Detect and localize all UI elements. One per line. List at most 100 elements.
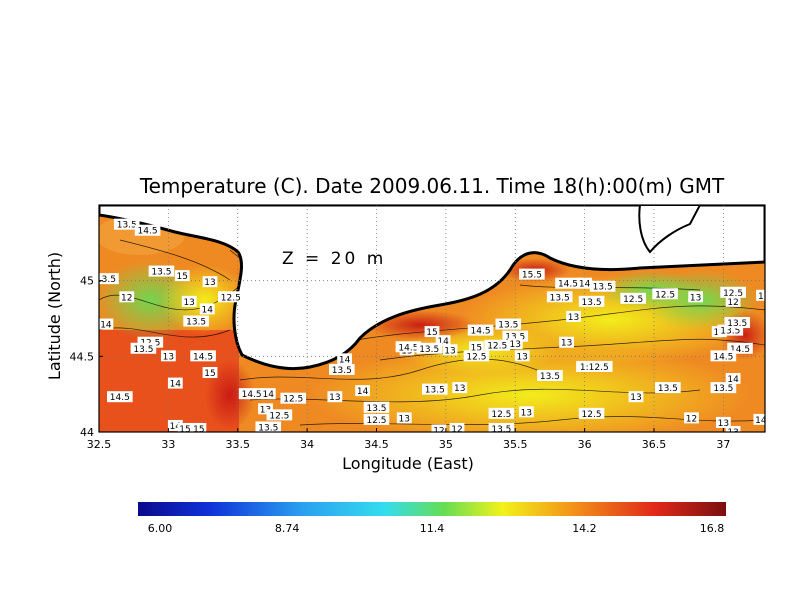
contour-label: 13.5 — [488, 422, 515, 432]
contour-label-bg — [720, 286, 746, 298]
contour-label: 13.5 — [255, 421, 282, 433]
contour-label: 15 — [469, 341, 484, 353]
contour-label: 15.5 — [519, 268, 545, 281]
contour-label-text: 13.5 — [425, 386, 445, 396]
contour-label-text: 15.5 — [522, 271, 542, 281]
contour-label: 13 — [688, 291, 704, 303]
contour-label-bg — [113, 218, 140, 230]
contour-label-bg — [99, 318, 114, 330]
contour-label: 13.5 — [421, 383, 448, 396]
x-tick-label: 34 — [300, 438, 314, 451]
contour-label: 12 — [449, 422, 465, 432]
contour-label-text: 15 — [204, 369, 215, 379]
contour-label: 12 — [431, 424, 447, 432]
contour-label-text: 13.5 — [582, 298, 602, 308]
contour-label: 12.5 — [578, 407, 605, 420]
contour-label-text: 12.5 — [582, 410, 602, 420]
contour-label: 13.5 — [546, 291, 573, 303]
x-tick-label: 36.5 — [642, 438, 667, 451]
contour-label-bg — [167, 377, 183, 389]
contour-label-text: 13 — [163, 352, 174, 362]
y-axis-ticks: 44 44.5 45 — [70, 275, 103, 439]
contour-label-text: 12.5 — [269, 411, 289, 421]
contour-label-text: 14 — [727, 375, 739, 385]
y-axis-label: Latitude (North) — [45, 252, 64, 380]
contour-label-bg — [710, 382, 737, 394]
contour-label-text: 15 — [193, 425, 204, 435]
contour-label-bg — [578, 295, 605, 307]
contour-label-bg — [421, 383, 448, 395]
contour-label-text: 13 — [516, 352, 527, 362]
contour-label-bg — [620, 292, 646, 304]
contour-label: 13.5 — [537, 370, 563, 382]
contour-label-bg — [266, 409, 293, 421]
contour-label-bg — [576, 360, 613, 372]
contour-label-bg — [467, 324, 494, 336]
contour-label-text: 1 — [758, 292, 764, 302]
contour-label: 13.5 — [99, 273, 119, 285]
contour-label-bg — [555, 277, 581, 289]
contour-label-bg — [363, 401, 390, 413]
contour-label-bg — [148, 265, 175, 277]
contour-labels: 13.514.513.5121412.513.51313.51513131412… — [99, 218, 767, 435]
contour-label-bg — [725, 373, 741, 385]
contour-label-text: 13.5 — [727, 319, 747, 329]
colorbar-ticks: 6.00 8.74 11.4 14.2 16.8 — [148, 522, 725, 535]
contour-label-text: 14 — [579, 280, 591, 290]
contour-label-bg — [363, 413, 390, 425]
contour-label-text: 14 — [437, 337, 449, 347]
contour-label-text: 12.5 — [221, 293, 241, 303]
contour-label-text: 14.5 — [730, 345, 750, 355]
contour-label-bg — [134, 224, 161, 236]
contour-label: 13 — [725, 426, 741, 432]
contour-label-bg — [395, 341, 422, 353]
contour-label-text: 13.5 — [720, 327, 740, 337]
contour-label: 15 — [177, 422, 193, 432]
contour-label: 13 — [202, 276, 218, 288]
colorbar-tick-label: 16.8 — [700, 522, 725, 535]
contour-label-bg — [396, 412, 412, 424]
contour-label: 12.5 — [720, 286, 746, 299]
contour-label-text: 12.5 — [491, 410, 511, 420]
contour-label-bg — [463, 350, 490, 362]
contour-label: 14 — [167, 419, 183, 432]
contour-label-bg — [684, 412, 699, 424]
contour-label: 12 — [119, 291, 135, 303]
contour-label-bg — [537, 370, 563, 382]
contour-label: 13 — [628, 391, 644, 403]
contour-label-text: 13.5 — [133, 345, 153, 355]
contour-label-text: 13.5 — [550, 293, 570, 303]
contour-label-text: 14.5 — [138, 227, 158, 237]
x-tick-label: 37 — [716, 438, 730, 451]
contour-label: 14.5 — [134, 224, 161, 237]
contour-label-bg — [495, 318, 522, 330]
contour-label: 13.5 — [655, 382, 681, 394]
contour-label-bg — [589, 280, 616, 292]
contour-label-text: 13.5 — [419, 345, 439, 355]
contour-label-text: 13.5 — [186, 318, 206, 328]
contour-label-text: 14 — [357, 387, 369, 397]
colorbar-tick-label: 11.4 — [420, 522, 445, 535]
x-axis-ticks: 32.5 33 33.5 34 34.5 35 35.5 36 36.5 37 — [87, 428, 730, 451]
x-tick-label: 33 — [161, 438, 175, 451]
contour-label-text: 13 — [183, 298, 194, 308]
contour-label-text: 13.5 — [366, 404, 386, 414]
contour-label: 14 — [577, 277, 593, 290]
contour-label-bg — [484, 339, 511, 351]
contour-label-bg — [753, 413, 765, 425]
colorbar — [138, 502, 726, 516]
contour-label-bg — [260, 388, 276, 400]
contour-label: 14.5 — [107, 391, 133, 403]
contour-label-text: 13.5 — [258, 423, 278, 433]
x-tick-label: 32.5 — [87, 438, 112, 451]
contour-label: 14.5 — [190, 350, 216, 362]
contour-label-text: 12.5 — [623, 295, 643, 305]
contour-label: 13.5 — [183, 315, 209, 328]
contour-label: 13 — [507, 338, 523, 350]
contour-label-text: 12.5 — [655, 290, 675, 300]
contour-label-text: 12 — [121, 293, 132, 303]
contour-label: 14.5 — [727, 342, 753, 355]
contour-label-text: 14 — [755, 416, 767, 426]
contour-label-bg — [442, 344, 458, 356]
